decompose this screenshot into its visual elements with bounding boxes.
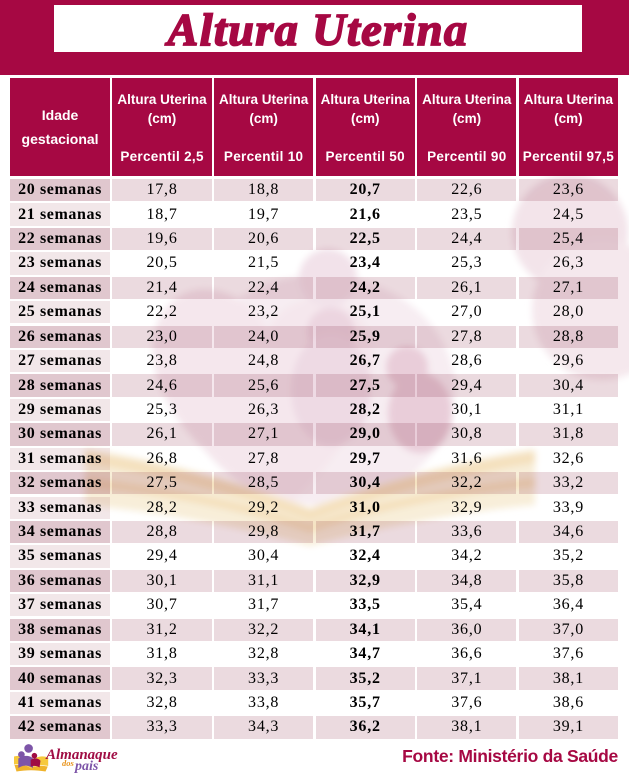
svg-text:dos: dos <box>62 758 75 768</box>
svg-text:Almanaque: Almanaque <box>45 747 118 763</box>
svg-text:pais: pais <box>74 759 99 774</box>
